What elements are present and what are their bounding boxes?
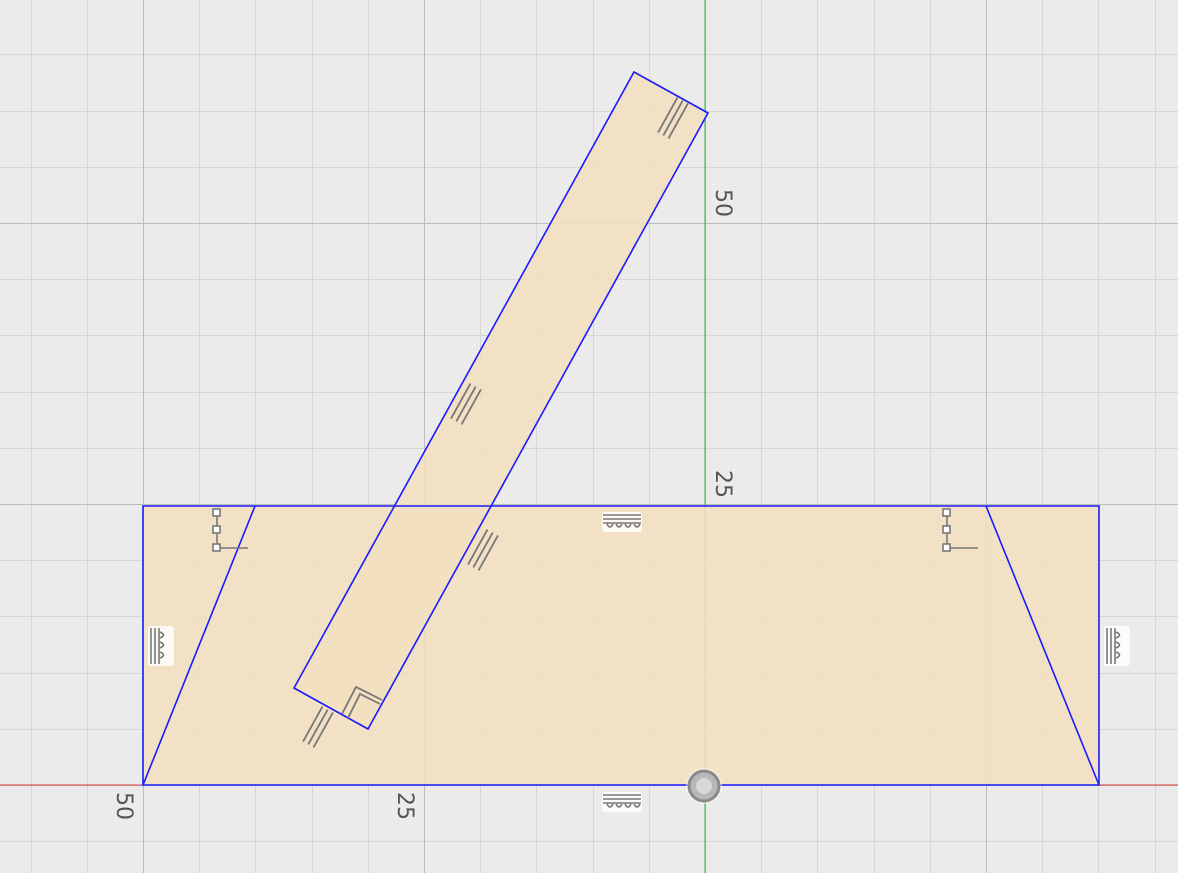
- parallel-constraint-icon[interactable]: [302, 706, 334, 748]
- horizontal-constraint-icon[interactable]: [602, 512, 642, 532]
- x-axis-label-25: 25: [392, 792, 417, 820]
- angled-bar-outline[interactable]: [292, 70, 710, 731]
- angled-bar-profile[interactable]: [294, 72, 708, 729]
- coincident-constraint-icon[interactable]: [212, 508, 248, 552]
- sketch-profiles[interactable]: [143, 72, 1099, 785]
- sketch-lines[interactable]: [142, 70, 1100, 786]
- parallel-constraint-icon[interactable]: [657, 97, 689, 139]
- parallel-constraint-icon[interactable]: [467, 529, 499, 571]
- vertical-constraint-icon[interactable]: [148, 626, 174, 666]
- origin-point-icon[interactable]: [686, 768, 722, 804]
- parallel-constraint-icon[interactable]: [450, 383, 482, 425]
- vertical-constraint-icon[interactable]: [1104, 626, 1130, 666]
- y-axis-label-50: 50: [710, 189, 735, 217]
- perpendicular-constraint-icon[interactable]: [341, 685, 383, 719]
- left-diagonal-line[interactable]: [142, 505, 256, 786]
- coincident-constraint-icon[interactable]: [942, 508, 978, 552]
- x-axis-label-50: 50: [111, 792, 136, 820]
- horizontal-constraint-icon[interactable]: [602, 792, 642, 812]
- right-diagonal-line[interactable]: [985, 505, 1100, 786]
- y-axis-label-25: 25: [710, 470, 735, 498]
